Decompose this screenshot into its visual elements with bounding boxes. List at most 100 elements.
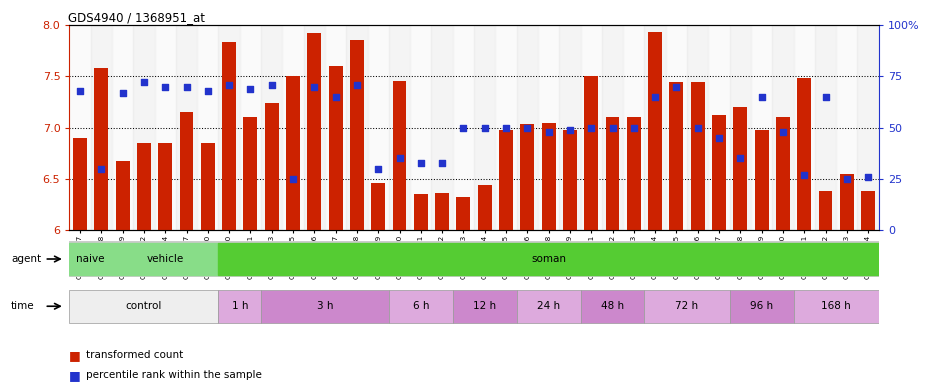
Bar bbox=[857, 25, 879, 230]
Point bbox=[265, 81, 279, 88]
Bar bbox=[666, 25, 687, 230]
Text: 24 h: 24 h bbox=[537, 301, 561, 311]
Text: GDS4940 / 1368951_at: GDS4940 / 1368951_at bbox=[68, 11, 204, 24]
Text: 168 h: 168 h bbox=[821, 301, 851, 311]
Bar bbox=[286, 76, 300, 230]
Text: 96 h: 96 h bbox=[750, 301, 773, 311]
Bar bbox=[474, 25, 496, 230]
Bar bbox=[815, 25, 836, 230]
Bar bbox=[496, 25, 517, 230]
Point bbox=[179, 84, 194, 90]
Bar bbox=[670, 83, 684, 230]
Point bbox=[860, 174, 875, 180]
Bar bbox=[776, 118, 790, 230]
Bar bbox=[560, 25, 581, 230]
Point bbox=[562, 127, 577, 133]
Text: vehicle: vehicle bbox=[146, 254, 184, 264]
Bar bbox=[218, 290, 261, 323]
Text: transformed count: transformed count bbox=[86, 350, 183, 360]
Bar bbox=[158, 143, 172, 230]
Point bbox=[158, 84, 173, 90]
Bar bbox=[772, 25, 794, 230]
Bar bbox=[457, 197, 470, 230]
Point bbox=[413, 159, 428, 166]
Bar bbox=[240, 25, 261, 230]
Bar bbox=[392, 81, 406, 230]
Point bbox=[754, 94, 769, 100]
Bar bbox=[861, 191, 875, 230]
Text: 12 h: 12 h bbox=[474, 301, 497, 311]
Text: time: time bbox=[11, 301, 35, 311]
Bar bbox=[452, 25, 474, 230]
Point bbox=[839, 176, 854, 182]
Bar bbox=[243, 118, 257, 230]
Bar bbox=[388, 290, 452, 323]
Point bbox=[116, 90, 130, 96]
Bar bbox=[116, 161, 130, 230]
Bar bbox=[645, 290, 730, 323]
Point bbox=[584, 124, 598, 131]
Point bbox=[711, 135, 726, 141]
Bar bbox=[709, 25, 730, 230]
Text: soman: soman bbox=[531, 254, 566, 264]
Bar bbox=[627, 118, 641, 230]
Bar bbox=[794, 290, 879, 323]
Bar bbox=[542, 122, 556, 230]
Point bbox=[201, 88, 216, 94]
Point bbox=[435, 159, 450, 166]
Bar bbox=[201, 143, 215, 230]
Bar bbox=[755, 130, 769, 230]
Point bbox=[73, 88, 88, 94]
Point bbox=[796, 172, 811, 178]
Point bbox=[456, 124, 471, 131]
Bar bbox=[521, 124, 535, 230]
Bar bbox=[645, 25, 666, 230]
Bar bbox=[413, 194, 427, 230]
Bar bbox=[69, 243, 112, 275]
Text: 1 h: 1 h bbox=[231, 301, 248, 311]
Bar bbox=[581, 290, 645, 323]
Text: percentile rank within the sample: percentile rank within the sample bbox=[86, 370, 262, 380]
Bar bbox=[388, 25, 410, 230]
Bar bbox=[307, 33, 321, 230]
Bar bbox=[69, 25, 91, 230]
Bar bbox=[517, 25, 538, 230]
Bar bbox=[112, 243, 218, 275]
Bar bbox=[602, 25, 623, 230]
Point bbox=[286, 176, 301, 182]
Bar bbox=[218, 243, 879, 275]
Bar bbox=[751, 25, 772, 230]
Bar bbox=[218, 25, 240, 230]
Text: agent: agent bbox=[11, 254, 42, 264]
Bar bbox=[112, 25, 133, 230]
Point bbox=[371, 166, 386, 172]
Point bbox=[605, 124, 620, 131]
Text: 3 h: 3 h bbox=[316, 301, 333, 311]
Point bbox=[392, 156, 407, 162]
Point bbox=[477, 124, 492, 131]
Point bbox=[222, 81, 237, 88]
Point bbox=[94, 166, 109, 172]
Bar bbox=[325, 25, 346, 230]
Bar bbox=[431, 25, 452, 230]
Bar bbox=[94, 68, 108, 230]
Bar bbox=[197, 25, 218, 230]
Bar bbox=[133, 25, 154, 230]
Bar bbox=[350, 40, 364, 230]
Bar bbox=[69, 290, 218, 323]
Bar bbox=[435, 194, 449, 230]
Point bbox=[520, 124, 535, 131]
Bar bbox=[303, 25, 325, 230]
Text: ■: ■ bbox=[69, 369, 81, 382]
Bar bbox=[328, 66, 342, 230]
Point bbox=[818, 94, 833, 100]
Point bbox=[541, 129, 556, 135]
Bar bbox=[346, 25, 367, 230]
Bar bbox=[222, 42, 236, 230]
Point bbox=[499, 124, 513, 131]
Bar bbox=[261, 25, 282, 230]
Bar bbox=[371, 183, 385, 230]
Bar bbox=[500, 130, 513, 230]
Bar bbox=[73, 138, 87, 230]
Bar bbox=[730, 290, 794, 323]
